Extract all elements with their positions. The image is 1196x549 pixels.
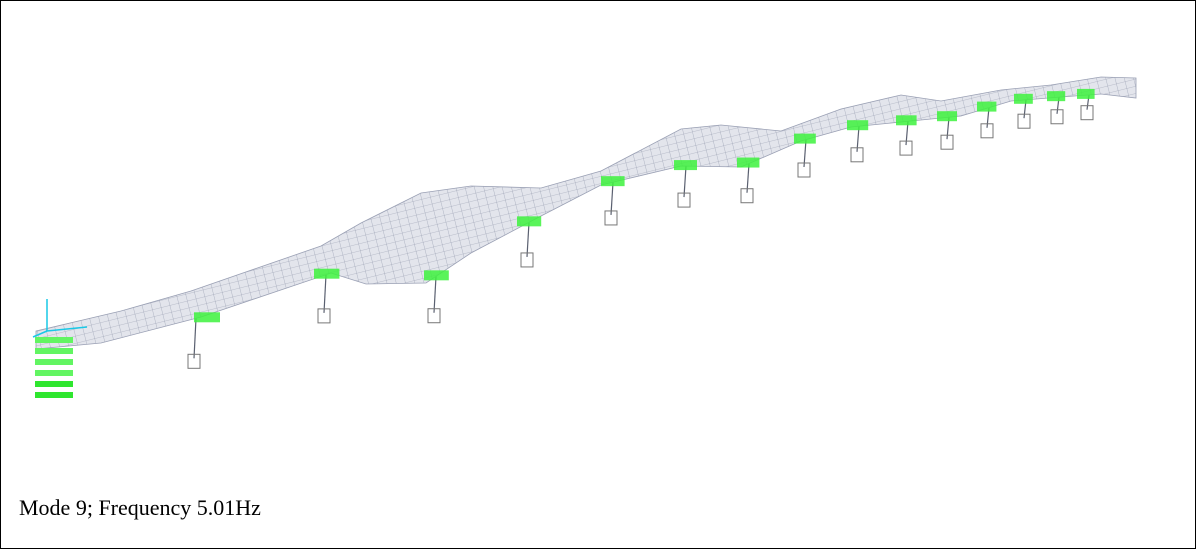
pier <box>324 275 326 313</box>
support-spring <box>794 134 816 144</box>
support-spring <box>977 102 996 112</box>
pier <box>684 166 686 197</box>
abutment-spring <box>35 348 73 354</box>
support-spring <box>601 176 625 186</box>
abutment-spring <box>35 337 73 343</box>
abutment-spring <box>35 370 73 376</box>
support-spring <box>517 216 541 226</box>
mode-shape-drawing <box>1 1 1195 481</box>
support-spring <box>896 115 917 125</box>
support-spring <box>424 270 449 280</box>
support-spring <box>737 158 759 168</box>
support-spring <box>847 120 868 130</box>
abutment-spring <box>35 381 73 387</box>
pier <box>434 276 436 312</box>
support-spring <box>194 312 220 322</box>
pier <box>611 182 613 215</box>
caption: Mode 9; Frequency 5.01Hz <box>19 495 261 521</box>
support-spring <box>1014 94 1033 104</box>
support-spring <box>1077 89 1095 99</box>
abutment-spring <box>35 392 73 398</box>
support-spring <box>937 111 957 121</box>
support-spring <box>314 269 339 279</box>
support-spring <box>674 160 697 170</box>
deck <box>36 77 1136 349</box>
abutment-spring <box>35 359 73 365</box>
figure-frame: Mode 9; Frequency 5.01Hz <box>0 0 1196 549</box>
support-spring <box>1047 91 1065 101</box>
pier <box>527 222 529 257</box>
pier <box>194 318 196 358</box>
piers <box>188 95 1093 368</box>
